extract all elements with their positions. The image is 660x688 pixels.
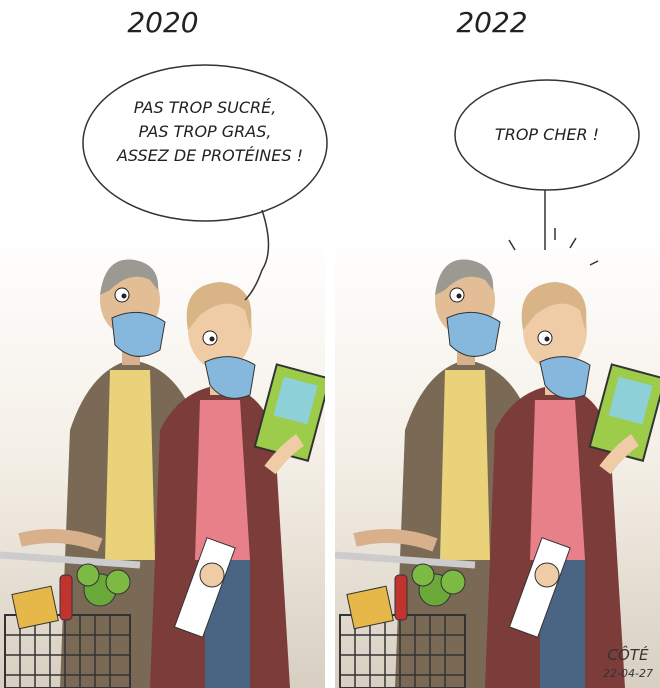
cartoon: 2020 2022 PAS TROP SUCRÉ, PAS TROP GRAS,… [0, 0, 660, 688]
panel-2020-scene [0, 230, 330, 688]
signature-name: CÔTÉ [608, 645, 649, 664]
year: 2022 [456, 6, 527, 39]
bubble-line: TROP CHER ! [495, 125, 599, 144]
panel-2022-scene [335, 230, 660, 688]
speech-bubble [83, 65, 327, 221]
signature-date: 22-04-27 [603, 667, 653, 680]
bubble-line: PAS TROP GRAS, [139, 122, 272, 141]
bubble-line: PAS TROP SUCRÉ, [134, 98, 277, 117]
year: 2020 [127, 6, 198, 39]
panel-gutter [325, 0, 335, 688]
bubble-line: ASSEZ DE PROTÉINES ! [116, 146, 303, 165]
